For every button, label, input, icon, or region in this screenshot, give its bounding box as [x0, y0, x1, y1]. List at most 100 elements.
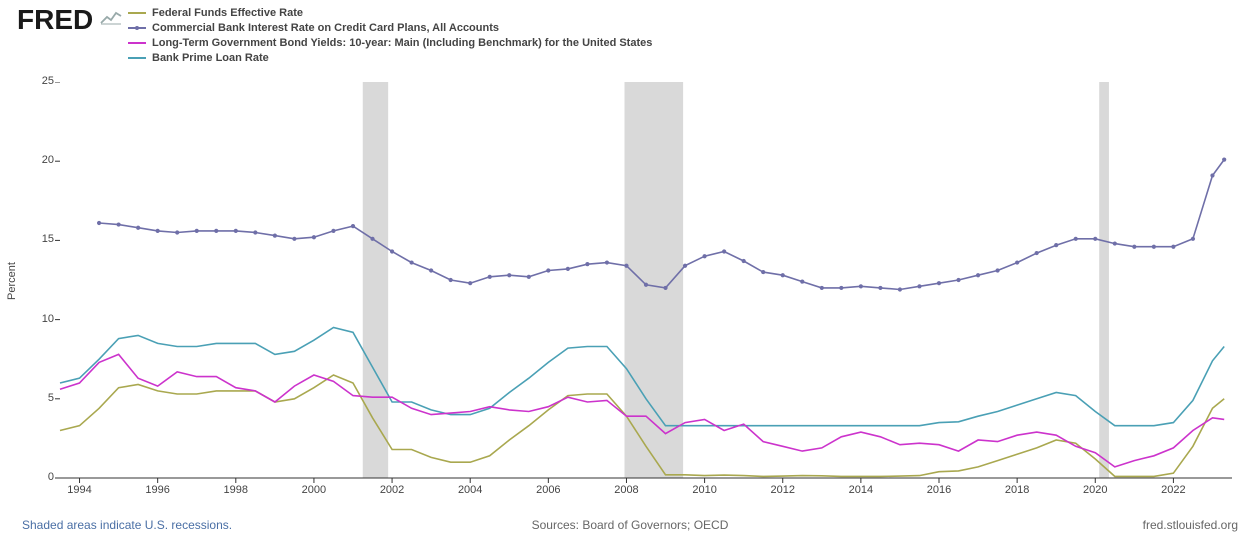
series-marker: [253, 230, 257, 234]
x-tick: 2004: [450, 484, 490, 496]
x-tick: 1996: [138, 484, 178, 496]
series-marker: [117, 222, 121, 226]
footer-sources: Sources: Board of Governors; OECD: [0, 518, 1260, 532]
series-marker: [1054, 243, 1058, 247]
series-marker: [449, 278, 453, 282]
series-marker: [488, 275, 492, 279]
legend-swatch: [128, 57, 146, 59]
series-marker: [937, 281, 941, 285]
legend: Federal Funds Effective Rate Commercial B…: [128, 5, 652, 65]
series-marker: [156, 229, 160, 233]
x-tick: 2020: [1075, 484, 1115, 496]
series-marker: [624, 264, 628, 268]
series-marker: [410, 260, 414, 264]
series-marker: [1035, 251, 1039, 255]
series-marker: [781, 273, 785, 277]
series-marker: [351, 224, 355, 228]
y-tick: 10: [26, 313, 54, 325]
x-tick: 2010: [685, 484, 725, 496]
legend-item: Federal Funds Effective Rate: [128, 5, 652, 20]
y-tick: 5: [26, 392, 54, 404]
chart-container: { "logo": {"text": "FRED"}, "legend": { …: [0, 0, 1260, 542]
series-marker: [312, 235, 316, 239]
series-marker: [1132, 245, 1136, 249]
y-axis-label: Percent: [6, 262, 18, 300]
series-marker: [1210, 173, 1214, 177]
series-marker: [917, 284, 921, 288]
x-tick: 2014: [841, 484, 881, 496]
chart-icon: [100, 9, 122, 25]
series-marker: [1152, 245, 1156, 249]
series-marker: [800, 279, 804, 283]
plot-area: [54, 82, 1232, 484]
series-marker: [214, 229, 218, 233]
series-marker: [722, 249, 726, 253]
series-marker: [683, 264, 687, 268]
series-marker: [996, 268, 1000, 272]
y-tick: 15: [26, 233, 54, 245]
x-tick: 1994: [60, 484, 100, 496]
y-tick: 0: [26, 471, 54, 483]
footer-site: fred.stlouisfed.org: [1143, 518, 1238, 532]
legend-swatch: [128, 12, 146, 14]
legend-label: Federal Funds Effective Rate: [152, 7, 303, 19]
series-marker: [839, 286, 843, 290]
series-marker: [820, 286, 824, 290]
series-marker: [331, 229, 335, 233]
fred-logo-text: FRED: [17, 4, 93, 35]
x-tick: 2008: [606, 484, 646, 496]
series-marker: [976, 273, 980, 277]
series-marker: [898, 287, 902, 291]
legend-swatch: [128, 27, 146, 29]
series-marker: [1074, 237, 1078, 241]
legend-item: Bank Prime Loan Rate: [128, 50, 652, 65]
x-tick: 2018: [997, 484, 1037, 496]
series-marker: [1093, 237, 1097, 241]
series-marker: [703, 254, 707, 258]
series-marker: [1015, 260, 1019, 264]
series-marker: [546, 268, 550, 272]
series-marker: [136, 226, 140, 230]
fred-logo: FRED: [17, 4, 122, 36]
series-marker: [97, 221, 101, 225]
series-marker: [234, 229, 238, 233]
series-marker: [273, 234, 277, 238]
series-marker: [566, 267, 570, 271]
x-tick: 1998: [216, 484, 256, 496]
legend-item: Long-Term Government Bond Yields: 10-yea…: [128, 35, 652, 50]
series-marker: [175, 230, 179, 234]
series-marker: [195, 229, 199, 233]
series-marker: [429, 268, 433, 272]
legend-swatch: [128, 42, 146, 44]
y-tick: 20: [26, 154, 54, 166]
x-tick: 2000: [294, 484, 334, 496]
x-tick: 2002: [372, 484, 412, 496]
series-marker: [1113, 241, 1117, 245]
series-marker: [878, 286, 882, 290]
series-marker: [859, 284, 863, 288]
series-marker: [1171, 245, 1175, 249]
series-marker: [527, 275, 531, 279]
series-marker: [390, 249, 394, 253]
series-marker: [644, 283, 648, 287]
series-marker: [761, 270, 765, 274]
series-marker: [956, 278, 960, 282]
series-marker: [370, 237, 374, 241]
legend-item: Commercial Bank Interest Rate on Credit …: [128, 20, 652, 35]
legend-label: Commercial Bank Interest Rate on Credit …: [152, 22, 499, 34]
x-tick: 2022: [1153, 484, 1193, 496]
y-tick: 25: [26, 75, 54, 87]
x-tick: 2016: [919, 484, 959, 496]
legend-label: Long-Term Government Bond Yields: 10-yea…: [152, 37, 652, 49]
series-marker: [1222, 158, 1226, 162]
series-marker: [742, 259, 746, 263]
recession-band: [363, 82, 388, 478]
series-marker: [507, 273, 511, 277]
x-tick: 2012: [763, 484, 803, 496]
series-marker: [663, 286, 667, 290]
series-marker: [292, 237, 296, 241]
series-marker: [605, 260, 609, 264]
series-marker: [585, 262, 589, 266]
legend-label: Bank Prime Loan Rate: [152, 52, 269, 64]
x-tick: 2006: [528, 484, 568, 496]
